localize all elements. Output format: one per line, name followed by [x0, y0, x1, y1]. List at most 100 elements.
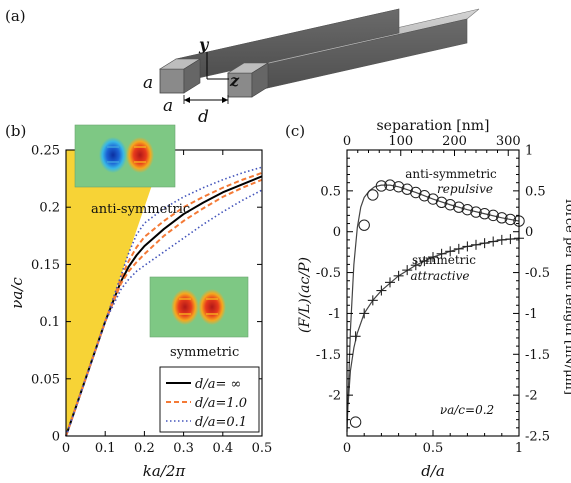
right-axis-title-c: force per unit length [nN/μm]: [562, 199, 571, 395]
y-tick-label-b: 0: [52, 430, 60, 445]
x-tick-label-c: 0.5: [423, 441, 444, 456]
symmetric-stripe-2: [179, 313, 191, 315]
y-axis-title-c: (F/L)(ac/P): [297, 257, 313, 333]
annotation-anti-symmetric: anti-symmetric: [91, 202, 190, 217]
dim-label-a-height: a: [143, 73, 153, 93]
waveguide-diagram: y z a a d: [143, 8, 480, 127]
anti-symmetric-point: [453, 201, 465, 213]
plot-frame-c: [346, 149, 520, 437]
waveguide-1-end-side: [183, 58, 201, 94]
legend-box: [159, 366, 260, 433]
antisymmetric-blue-lobe: [99, 137, 127, 173]
x-tick-label-b: 0.1: [95, 441, 116, 456]
symmetric-red-lobe-1: [171, 289, 199, 325]
symmetric-stripe-3: [206, 298, 218, 300]
right-tick-label-c: -0.5: [525, 266, 550, 281]
symmetric-point: [462, 241, 473, 252]
right-tick-label-c: 0: [525, 225, 533, 240]
y-tick-label-c: -2: [328, 389, 341, 404]
right-tick-label-c: 0.5: [525, 184, 546, 199]
annotation-frequency: νa/c=0.2: [440, 403, 494, 417]
symmetric-point: [367, 295, 378, 306]
axis-label-z: z: [229, 71, 240, 90]
anti-symmetric-point: [504, 213, 517, 226]
annotation-anti-symmetric-c: anti-symmetric: [405, 167, 497, 181]
antisymmetric-mode-inset: [74, 124, 176, 188]
anti-symmetric-point: [384, 179, 396, 191]
dim-label-d: d: [198, 107, 209, 127]
y-tick-label-c: 0: [333, 225, 341, 240]
x-tick-label-b: 0.4: [212, 441, 233, 456]
anti-symmetric-point: [435, 196, 448, 208]
x-tick-label-b: 0.2: [134, 441, 155, 456]
dim-d-arrow-right: [222, 97, 228, 103]
symmetric-point: [359, 308, 370, 319]
anti-symmetric-point: [349, 416, 362, 428]
symmetric-point: [410, 260, 421, 271]
antisymmetric-stripe-3: [134, 146, 146, 148]
anti-symmetric-point: [461, 203, 474, 216]
legend-label-inf: d/a= ∞: [195, 377, 241, 392]
antisymmetric-stripe-2: [107, 161, 119, 163]
y-tick-label-b: 0.1: [39, 315, 60, 330]
annotation-repulsive: repulsive: [437, 182, 493, 196]
legend-label-0-1: d/a=0.1: [195, 415, 247, 430]
x-tick-label-b: 0.3: [173, 441, 194, 456]
top-axis-title-c: separation [nm]: [376, 118, 489, 134]
x-axis-title-b: ka/2π: [143, 462, 187, 480]
right-tick-label-c: -2: [525, 389, 538, 404]
force-chart: 0 0.5 1 0 100 200 300 -2 -1.5 -1 -0.5 0 0.5 -2.5 -2 -1.…: [297, 118, 571, 480]
symmetric-red-lobe-2: [198, 289, 226, 325]
symmetric-point: [376, 285, 387, 296]
panel-label-a: (a): [5, 7, 26, 25]
x-tick-label-c: 1: [515, 441, 523, 456]
dim-label-a-width: a: [163, 96, 173, 116]
symmetric-point: [436, 248, 447, 259]
symmetric-point: [385, 277, 395, 288]
anti-symmetric-point: [358, 219, 370, 231]
axis-label-y: y: [198, 35, 210, 54]
symmetric-point: [393, 270, 404, 281]
y-axis-title-b: νa/c: [8, 277, 26, 309]
y-tick-label-c: -0.5: [316, 266, 341, 281]
symmetric-point: [471, 239, 481, 250]
top-tick-label-c: 300: [496, 134, 521, 149]
anti-symmetric-point: [367, 189, 379, 201]
annotation-symmetric: symmetric: [170, 345, 239, 360]
anti-symmetric-point: [478, 208, 491, 220]
symmetric-point: [479, 238, 490, 249]
right-tick-label-c: -1: [525, 307, 538, 322]
anti-symmetric-point: [444, 199, 456, 211]
anti-symmetric-point: [375, 180, 388, 192]
anti-symmetric-point: [487, 209, 499, 222]
dispersion-chart: 0 0.1 0.2 0.3 0.4 0.5 0 0.05 0.1 0.15 0.2 0.25 anti…: [8, 124, 273, 480]
y-tick-label-b: 0.25: [31, 144, 60, 159]
symmetric-point: [453, 243, 464, 254]
symmetric-mode-inset: [149, 276, 249, 338]
symmetric-stripe-4: [206, 313, 218, 315]
top-tick-label-c: 200: [442, 134, 467, 149]
top-tick-label-c: 0: [343, 134, 351, 149]
antisymmetric-stripe-1: [107, 146, 119, 148]
panel-label-c: (c): [285, 122, 305, 140]
legend-label-1-0: d/a=1.0: [195, 396, 247, 411]
x-tick-label-b: 0.5: [252, 441, 273, 456]
panel-label-b: (b): [5, 122, 26, 140]
symmetric-point: [488, 236, 499, 247]
series-line-b-4: [65, 189, 263, 437]
symmetric-point: [445, 246, 456, 257]
anti-symmetric-point: [496, 212, 508, 224]
fit-curve-anti: [346, 184, 520, 432]
symmetric-stripe-1: [179, 298, 191, 300]
symmetric-point: [419, 256, 430, 267]
right-tick-label-c: 1: [525, 144, 533, 159]
symmetric-point: [428, 252, 438, 263]
x-tick-label-c: 0: [343, 441, 351, 456]
dim-d-arrow-left: [184, 97, 190, 103]
waveguide-1-end: [159, 68, 185, 94]
right-tick-label-c: -1.5: [525, 348, 550, 363]
x-axis-title-c: d/a: [421, 462, 445, 480]
symmetric-point: [505, 234, 516, 245]
y-tick-label-c: -1.5: [316, 348, 341, 363]
